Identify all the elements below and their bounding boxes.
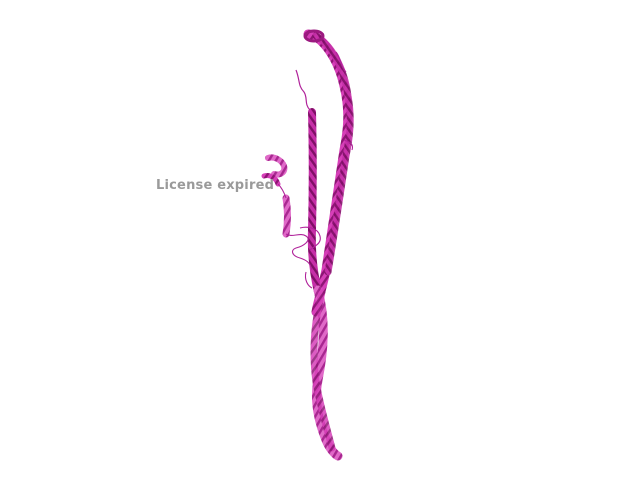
loop-right-mid (343, 139, 354, 151)
helix-lower-2 (310, 288, 336, 452)
loop-side-connector (277, 183, 287, 199)
helix-top-turn (303, 29, 325, 43)
helix-side-small-3 (282, 194, 291, 238)
helix-side-small-1 (265, 154, 288, 178)
loop-top-left (295, 69, 311, 111)
loop-middle-2 (299, 226, 321, 251)
loop-top-right (335, 51, 347, 73)
helix-left-vertical (307, 108, 322, 296)
helix-side-small-2 (261, 173, 281, 187)
loop-lower (304, 271, 313, 289)
protein-cartoon (261, 29, 354, 461)
loop-middle-left (285, 233, 313, 271)
helix-right-upper-2 (312, 32, 354, 276)
